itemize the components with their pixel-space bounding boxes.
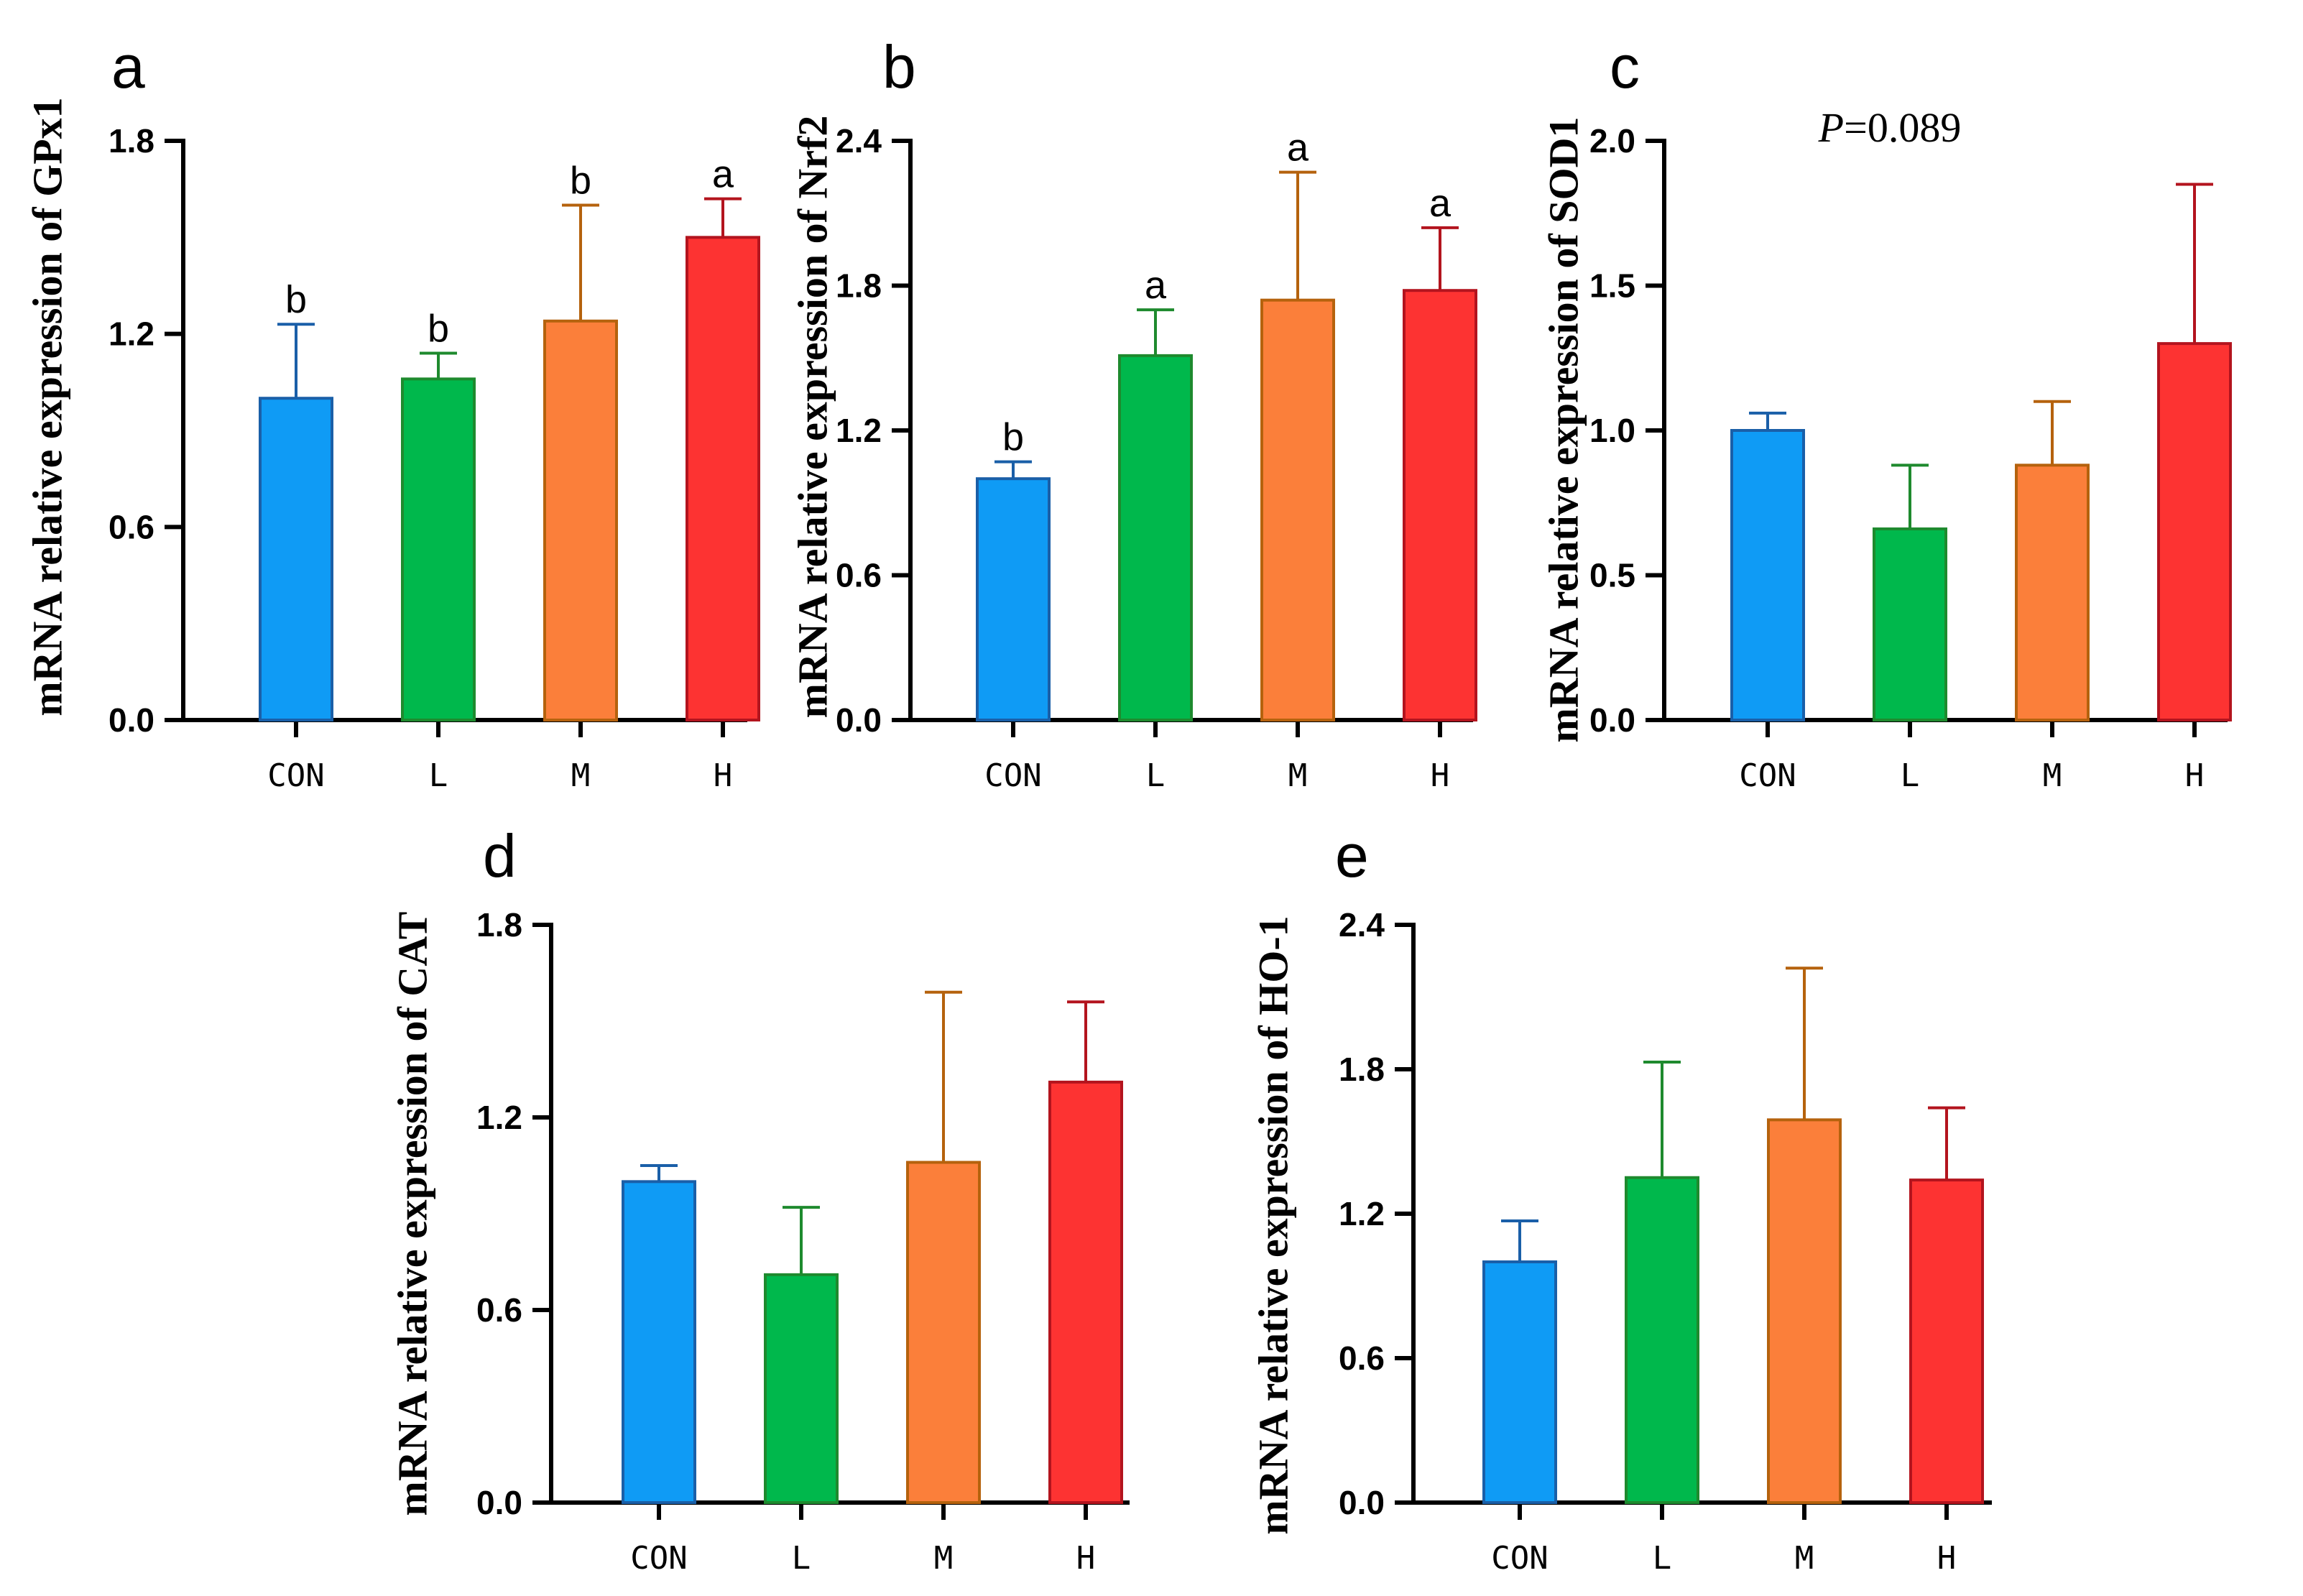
bar-m	[1767, 1118, 1842, 1504]
y-tick-label: 0.0	[1339, 1484, 1385, 1521]
x-tick-label: CON	[1739, 757, 1796, 794]
bar-h	[1048, 1080, 1123, 1505]
y-tick-label: 1.2	[836, 412, 882, 449]
panel-a: a mRNA relative expression of GPx1 0.0 0.6 1…	[24, 33, 760, 794]
panel-letter: d	[483, 822, 517, 890]
bar-con	[622, 1180, 696, 1505]
y-tick-label: 1.8	[109, 122, 154, 160]
bar-l	[1873, 527, 1947, 722]
x-tick-label: CON	[267, 757, 324, 794]
bar-m	[2015, 463, 2090, 721]
y-tick-label: 1.5	[1589, 267, 1635, 305]
bar-m	[543, 319, 618, 721]
bar-l	[401, 377, 476, 721]
bar-h	[1909, 1178, 1984, 1504]
y-axis-label: mRNA relative expression of GPx1	[24, 97, 70, 716]
y-tick-label: 2.0	[1589, 122, 1635, 160]
x-tick-label: L	[1146, 757, 1166, 794]
x-tick-label: H	[1431, 757, 1450, 794]
panel-letter: b	[882, 33, 916, 101]
significance-letter: b	[570, 160, 591, 203]
y-tick-label: 2.4	[836, 122, 882, 160]
y-tick-label: 0.6	[109, 508, 154, 545]
bar-con	[1730, 429, 1805, 721]
y-axis-label: mRNA relative expression of HO-1	[1250, 915, 1296, 1534]
x-tick-label: L	[1653, 1540, 1672, 1577]
y-tick-label: 0.0	[1589, 701, 1635, 739]
x-tick-label: H	[714, 757, 733, 794]
x-tick-label: M	[571, 757, 591, 794]
bar-l	[1625, 1176, 1699, 1504]
y-tick-label: 1.8	[836, 267, 882, 305]
panel-letter: a	[111, 33, 145, 101]
x-tick-label: M	[2043, 757, 2062, 794]
y-tick-label: 1.8	[1339, 1051, 1385, 1088]
y-tick-label: 1.0	[1589, 412, 1635, 449]
x-tick-label: H	[2185, 757, 2205, 794]
bar-m	[1260, 298, 1335, 721]
y-tick-label: 0.6	[836, 557, 882, 594]
x-tick-label: L	[1901, 757, 1920, 794]
y-tick-label: 1.8	[476, 906, 522, 944]
x-tick-label: L	[792, 1540, 811, 1577]
bar-h	[1403, 289, 1477, 721]
bar-con	[1482, 1260, 1557, 1504]
panel-c: c mRNA relative expression of SOD1 0.0 0.5 1…	[1540, 33, 2232, 794]
x-tick-label: M	[1795, 1540, 1814, 1577]
y-axis-label: mRNA relative expression of SOD1	[1540, 116, 1587, 742]
y-tick-label: 0.6	[476, 1291, 522, 1329]
significance-letter: b	[285, 278, 307, 321]
x-tick-label: L	[429, 757, 448, 794]
bar-m	[906, 1161, 981, 1504]
significance-letter: a	[1287, 126, 1309, 170]
bar-h	[686, 236, 760, 722]
x-tick-label: M	[934, 1540, 954, 1577]
bar-h	[2157, 342, 2232, 722]
x-tick-label: CON	[1491, 1540, 1548, 1577]
significance-letter: a	[1145, 264, 1167, 307]
bar-l	[1118, 354, 1193, 721]
x-tick-label: H	[1076, 1540, 1096, 1577]
y-tick-label: 1.2	[1339, 1195, 1385, 1232]
significance-letter: b	[1002, 416, 1024, 459]
bar-l	[764, 1273, 839, 1505]
panel-letter: e	[1335, 822, 1369, 890]
significance-letter: b	[428, 308, 449, 351]
panel-e: e mRNA relative expression of HO-1 0.0 0.6 1…	[1250, 822, 1992, 1577]
y-tick-label: 1.2	[109, 315, 154, 353]
y-axis-label: mRNA relative expression of Nrf2	[789, 116, 836, 719]
y-axis-label: mRNA relative expression of CAT	[389, 912, 435, 1516]
panel-d: d mRNA relative expression of CAT 0.0 0.6 1.…	[389, 822, 1130, 1577]
panel-letter: c	[1610, 33, 1640, 101]
y-tick-label: 0.0	[109, 701, 154, 739]
y-tick-label: 0.5	[1589, 557, 1635, 594]
significance-letter: a	[1429, 182, 1452, 225]
x-tick-label: CON	[630, 1540, 687, 1577]
x-tick-label: M	[1288, 757, 1308, 794]
y-tick-label: 2.4	[1339, 906, 1385, 944]
x-tick-label: H	[1937, 1540, 1957, 1577]
bar-con	[259, 397, 333, 721]
x-tick-label: CON	[984, 757, 1041, 794]
y-tick-label: 1.2	[476, 1099, 522, 1136]
significance-letter: a	[712, 153, 734, 196]
y-tick-label: 0.0	[476, 1484, 522, 1521]
y-tick-label: 0.0	[836, 701, 882, 739]
p-value-annotation: P=0.089	[1818, 104, 1962, 151]
y-tick-label: 0.6	[1339, 1339, 1385, 1377]
bar-con	[976, 477, 1051, 722]
